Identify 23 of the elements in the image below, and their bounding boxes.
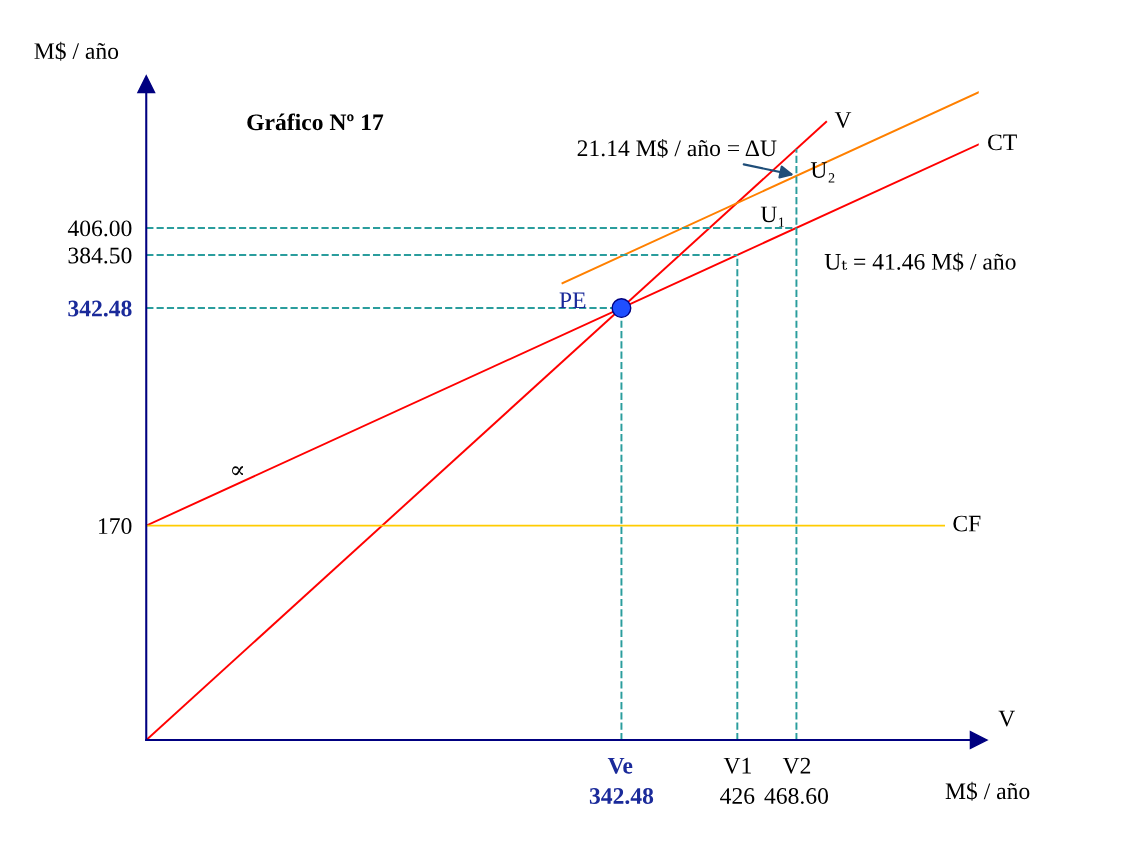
annotation: U₂ — [810, 162, 835, 183]
annotation: Ve — [607, 757, 633, 774]
annotation: V1 — [723, 757, 751, 774]
y-tick-label: 170 — [99, 518, 132, 535]
series-label: CF — [953, 515, 981, 532]
annotation: U₁ — [760, 206, 784, 227]
annotation: V — [998, 710, 1015, 727]
text: Gráfico Nº 17 — [247, 113, 384, 131]
x-axis-title: M$ / año — [945, 781, 1030, 801]
y-axis-title: M$ / año — [34, 41, 119, 61]
series-label: CT — [988, 134, 1017, 151]
annotation: ∝ — [232, 466, 243, 476]
annotation: 21.14 M$ / año = ΔU — [577, 138, 777, 158]
y-tick-label: 342.48 — [68, 300, 132, 317]
annotation: Uₜ = 41.46 M$ / año — [824, 252, 1016, 272]
x-tick-label: 342.48 — [589, 787, 654, 805]
x-tick-label: 468.60 — [764, 787, 828, 805]
annotation: V2 — [782, 757, 811, 774]
y-tick-label: 384.50 — [68, 247, 132, 264]
y-tick-label: 406.00 — [67, 220, 132, 237]
annotation: PE — [559, 292, 586, 309]
x-tick-label: 426 — [720, 788, 755, 804]
series-label: V — [834, 112, 852, 128]
